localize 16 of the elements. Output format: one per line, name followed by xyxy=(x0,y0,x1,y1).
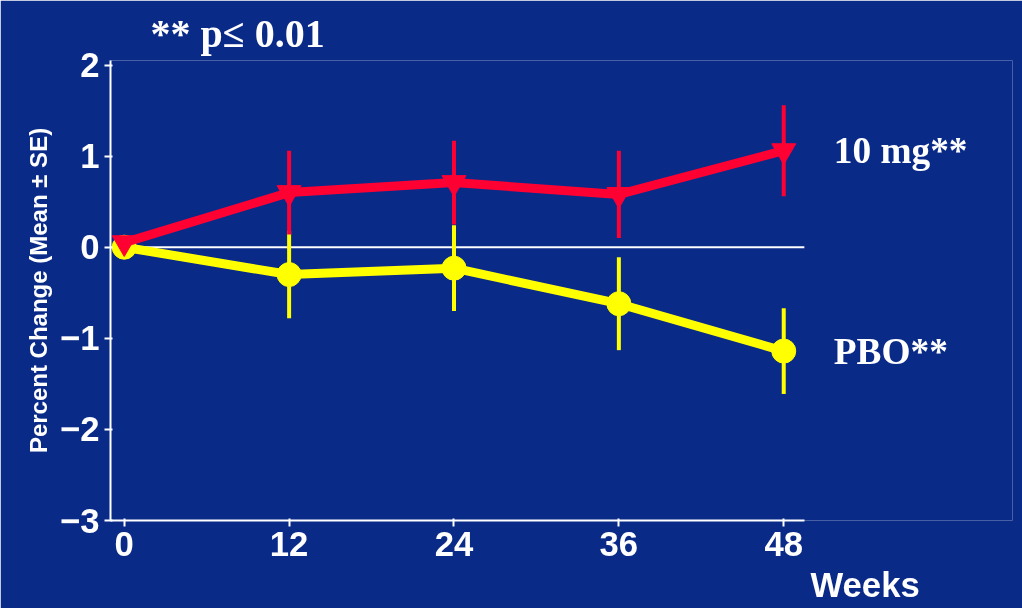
y-tick-label: −1 xyxy=(59,319,100,358)
chart-title: ** p≤ 0.01 xyxy=(150,10,325,56)
y-tick-label: 1 xyxy=(80,137,100,176)
x-tick-label: 48 xyxy=(764,524,804,563)
x-axis-title: Weeks xyxy=(810,565,920,604)
y-tick-label: −3 xyxy=(59,501,100,540)
series-label: 10 mg** xyxy=(833,130,968,172)
y-tick-label: 0 xyxy=(80,228,100,267)
y-axis-title: Percent Change (Mean ± SE) xyxy=(24,127,52,454)
x-tick-label: 0 xyxy=(114,524,134,563)
y-tick-label: 2 xyxy=(80,46,100,85)
x-tick-label: 12 xyxy=(269,524,309,563)
y-tick-label: −2 xyxy=(59,410,100,449)
series-label: PBO** xyxy=(833,330,948,372)
x-tick-label: 36 xyxy=(599,524,639,563)
x-tick-label: 24 xyxy=(434,524,474,563)
